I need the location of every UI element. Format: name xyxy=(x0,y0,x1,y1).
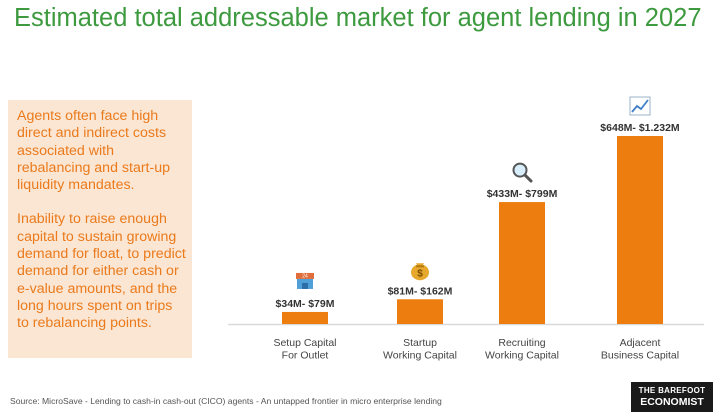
bar xyxy=(397,299,443,324)
category-label: Working Capital xyxy=(485,350,559,362)
data-label: $648M- $1.232M xyxy=(600,122,680,134)
category-label: Working Capital xyxy=(383,350,457,362)
svg-text:$: $ xyxy=(417,268,423,279)
bar xyxy=(617,136,663,324)
page-title: Estimated total addressable market for a… xyxy=(14,4,702,32)
category-label: Adjacent xyxy=(620,337,661,349)
category-label: Business Capital xyxy=(601,350,679,362)
logo-line-1: THE BAREFOOT xyxy=(638,386,706,395)
category-label: Recruiting xyxy=(498,337,545,349)
callout-box: Agents often face high direct and indire… xyxy=(8,100,192,358)
magnifier-icon xyxy=(512,162,533,183)
data-label: $34M- $79M xyxy=(276,298,335,310)
category-label: Setup Capital xyxy=(273,337,336,349)
bar xyxy=(499,202,545,324)
category-label: Startup xyxy=(403,337,437,349)
source-note: Source: MicroSave - Lending to cash-in c… xyxy=(10,396,442,406)
trend-chart-icon xyxy=(629,96,651,116)
bar xyxy=(282,311,328,324)
data-label: $81M- $162M xyxy=(388,285,453,297)
data-label: $433M- $799M xyxy=(487,188,558,200)
category-label: For Outlet xyxy=(282,350,329,362)
callout-paragraph-1: Agents often face high direct and indire… xyxy=(17,108,171,194)
callout-paragraph-2: Inability to raise enough capital to sus… xyxy=(17,211,186,332)
store-icon: 24 xyxy=(296,272,314,289)
barefoot-economist-logo: THE BAREFOOT ECONOMIST xyxy=(631,382,713,412)
logo-line-2: ECONOMIST xyxy=(640,396,704,408)
svg-text:24: 24 xyxy=(302,273,308,279)
money-bag-icon: $ xyxy=(411,263,429,281)
